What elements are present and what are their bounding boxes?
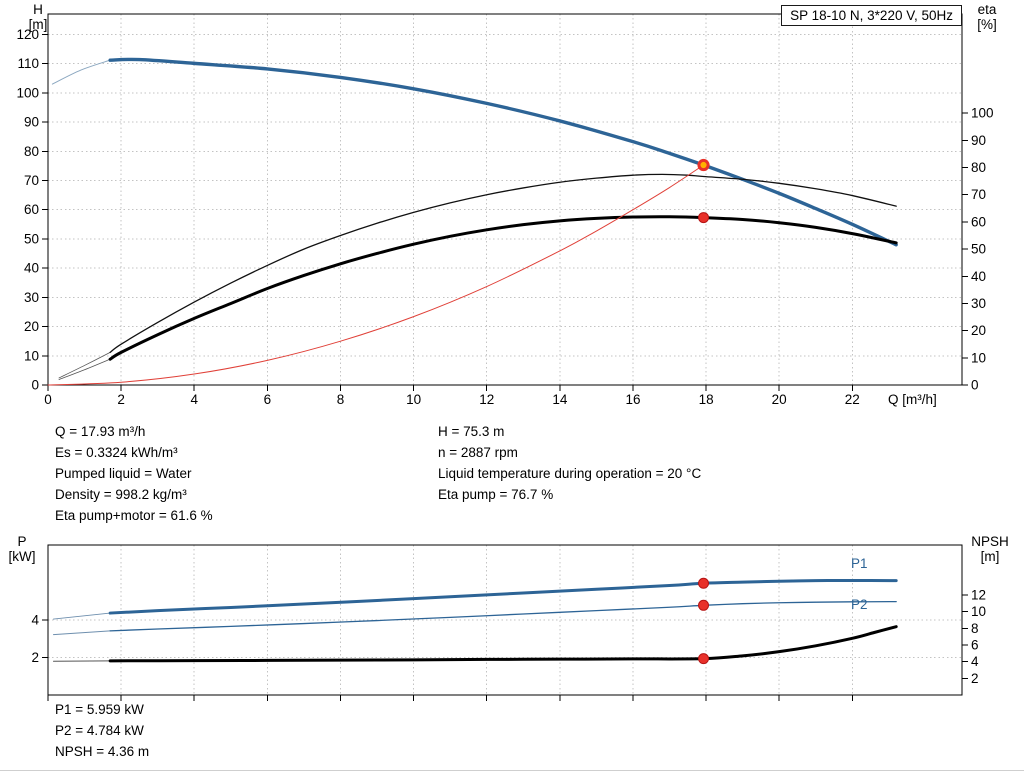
operating-point-left-column: Q = 17.93 m³/h Es = 0.3324 kWh/m³ Pumped…	[55, 421, 213, 526]
left-tick-label: 50	[24, 231, 39, 246]
curve-P1-lead	[52, 612, 111, 620]
curve-eta-pump-motor-lead	[58, 358, 111, 380]
right-tick-label: 8	[971, 621, 979, 636]
curve-P2-lead	[52, 630, 111, 636]
right-tick-label: 60	[971, 214, 986, 229]
q-axis-title: Q [m³/h]	[888, 392, 937, 407]
x-tick-label: 22	[845, 392, 860, 407]
plot-frame	[47, 544, 963, 696]
op-specific-energy-value: Es = 0.3324 kWh/m³	[55, 445, 178, 460]
op-flow-value: Q = 17.93 m³/h	[55, 424, 146, 439]
x-tick-label: 16	[625, 392, 640, 407]
left-tick-label: 40	[24, 261, 39, 276]
npsh-axis-unit: [m]	[980, 549, 1000, 564]
curve-P2	[109, 600, 897, 632]
curve-H-lead	[51, 59, 111, 85]
p2-value: P2 = 4.784 kW	[55, 723, 144, 738]
p2-point-marker	[698, 599, 710, 611]
op-eta-pump-motor-value: Eta pump+motor = 61.6 %	[55, 508, 213, 523]
left-tick-label: 20	[24, 319, 39, 334]
right-tick-label: 80	[971, 160, 986, 175]
x-tick-label: 2	[117, 392, 125, 407]
x-tick-label: 12	[479, 392, 494, 407]
left-tick-label: 110	[17, 56, 39, 71]
right-tick-label: 100	[971, 106, 994, 121]
plot-frame	[47, 13, 963, 386]
right-tick-label: 20	[971, 323, 986, 338]
curve-H	[108, 57, 898, 247]
right-tick-label: 40	[971, 269, 986, 284]
left-tick-label: 100	[16, 85, 39, 100]
h-axis-title: H [m]	[20, 2, 56, 32]
x-tick-label: 14	[552, 392, 568, 407]
curve-P1	[108, 578, 898, 615]
left-tick-label: 60	[24, 202, 39, 217]
left-tick-label: 120	[16, 27, 39, 42]
op-density-value: Density = 998.2 kg/m³	[55, 487, 187, 502]
eta-axis-symbol: eta	[977, 2, 997, 17]
h-axis-symbol: H	[33, 2, 43, 17]
x-tick-label: 20	[772, 392, 787, 407]
power-point-column: P1 = 5.959 kW P2 = 4.784 kW NPSH = 4.36 …	[55, 699, 149, 762]
left-tick-label: 90	[24, 115, 39, 130]
right-tick-label: 10	[971, 350, 986, 365]
curve-eta-pump-motor	[108, 215, 898, 361]
left-tick-label: 10	[24, 348, 39, 363]
right-tick-label: 50	[971, 242, 986, 257]
p-axis-symbol: P	[17, 534, 27, 549]
p-axis-title: P [kW]	[0, 534, 44, 564]
op-eta-pump-value: Eta pump = 76.7 %	[438, 487, 554, 502]
op-head-value: H = 75.3 m	[438, 424, 505, 439]
p2-curve-label: P2	[851, 597, 868, 612]
left-tick-label: 2	[31, 650, 39, 665]
performance-curves: 0 2 4 6 8 10 12 14 16 18 20 22 0 10 20 30 40 50 60 70 80 90 10…	[16, 13, 994, 407]
op-liquid-temperature-value: Liquid temperature during operation = 20…	[438, 466, 702, 481]
npsh-axis-title: NPSH [m]	[962, 534, 1018, 564]
right-tick-label: 10	[971, 604, 986, 619]
npsh-point-marker	[698, 653, 710, 665]
curve-eta-pump-lead	[58, 351, 111, 379]
duty-point-marker[interactable]	[697, 158, 710, 172]
curve-NPSH	[108, 625, 898, 663]
left-tick-label: 80	[24, 144, 39, 159]
operating-point-right-column: H = 75.3 m n = 2887 rpm Liquid temperatu…	[438, 421, 701, 505]
right-tick-label: 70	[971, 187, 986, 202]
curve-eta-pump	[109, 173, 897, 354]
right-tick-label: 12	[971, 588, 986, 603]
right-tick-label: 2	[971, 671, 979, 686]
x-tick-label: 4	[190, 392, 198, 407]
x-tick-label: 6	[264, 392, 272, 407]
x-tick-label: 8	[337, 392, 345, 407]
bottom-separator	[0, 770, 1024, 771]
x-tick-label: 10	[406, 392, 421, 407]
left-tick-label: 4	[31, 613, 39, 628]
left-tick-label: 70	[24, 173, 39, 188]
p1-point-marker	[698, 577, 710, 589]
right-tick-label: 30	[971, 296, 986, 311]
right-tick-label: 0	[971, 378, 979, 393]
right-tick-label: 4	[971, 654, 979, 669]
x-tick-label: 18	[699, 392, 714, 407]
p1-value: P1 = 5.959 kW	[55, 702, 144, 717]
eta-axis-title: eta [%]	[966, 2, 1008, 32]
npsh-value: NPSH = 4.36 m	[55, 744, 150, 759]
x-tick-label: 0	[44, 392, 52, 407]
npsh-axis-symbol: NPSH	[971, 534, 1009, 549]
left-tick-label: 30	[24, 290, 39, 305]
eta-pump-motor-point-marker	[698, 212, 710, 224]
p-axis-unit: [kW]	[8, 549, 36, 564]
h-axis-unit: [m]	[28, 17, 48, 32]
right-tick-label: 90	[971, 133, 986, 148]
left-tick-label: 0	[31, 378, 39, 393]
right-tick-label: 6	[971, 638, 979, 653]
eta-axis-unit: [%]	[977, 17, 997, 32]
op-speed-value: n = 2887 rpm	[438, 445, 518, 460]
p1-curve-label: P1	[851, 556, 868, 571]
curve-system-curve	[47, 164, 705, 386]
pump-type-box: SP 18-10 N, 3*220 V, 50Hz	[781, 5, 962, 26]
op-pumped-liquid-value: Pumped liquid = Water	[55, 466, 192, 481]
